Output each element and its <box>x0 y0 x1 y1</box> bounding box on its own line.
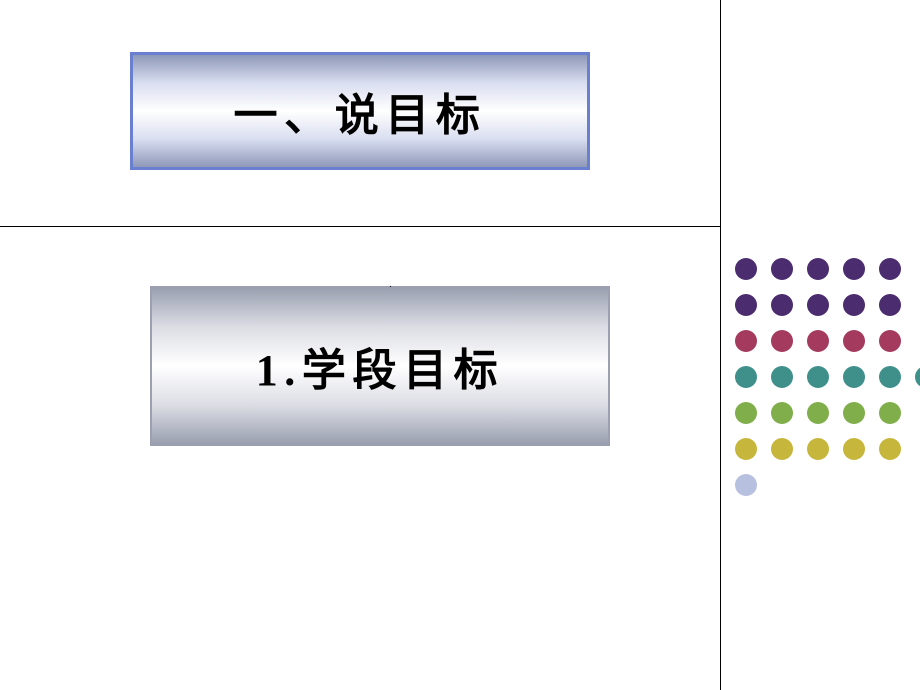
decorative-dot <box>843 438 865 460</box>
decorative-dot <box>771 438 793 460</box>
decorative-dot <box>735 294 757 316</box>
decorative-dot <box>735 438 757 460</box>
crosshair-vertical <box>720 0 721 690</box>
decorative-dot <box>807 294 829 316</box>
decorative-dot <box>771 258 793 280</box>
decorative-dot <box>879 330 901 352</box>
decorative-dot <box>879 294 901 316</box>
decorative-dot <box>843 258 865 280</box>
decorative-dot <box>735 402 757 424</box>
decorative-dot <box>735 366 757 388</box>
decorative-dot <box>735 474 757 496</box>
decorative-dot <box>771 402 793 424</box>
decorative-dot <box>807 366 829 388</box>
decorative-dot <box>735 258 757 280</box>
decorative-dot <box>879 258 901 280</box>
decorative-dot <box>771 330 793 352</box>
decorative-dot <box>807 258 829 280</box>
decorative-dot <box>843 330 865 352</box>
decorative-dot <box>771 294 793 316</box>
decorative-dot <box>807 438 829 460</box>
decorative-dot <box>915 366 920 388</box>
crosshair-horizontal <box>0 226 720 227</box>
title-box-top: 一、说目标 <box>130 52 590 170</box>
decorative-dot <box>843 294 865 316</box>
decorative-dot <box>807 402 829 424</box>
decorative-dot <box>879 438 901 460</box>
decorative-dot <box>771 366 793 388</box>
title-text-top: 一、说目标 <box>234 79 487 143</box>
decorative-dot <box>735 330 757 352</box>
decorative-dot <box>843 366 865 388</box>
title-box-bottom: 1.学段目标 <box>150 286 610 446</box>
title-text-bottom: 1.学段目标 <box>256 334 505 398</box>
page-number: . <box>389 279 392 290</box>
decorative-dot <box>843 402 865 424</box>
decorative-dot <box>879 402 901 424</box>
decorative-dot <box>807 330 829 352</box>
decorative-dot <box>879 366 901 388</box>
